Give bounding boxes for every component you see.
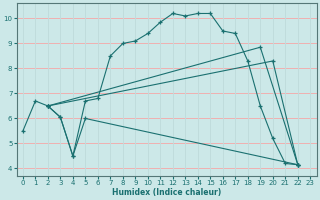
X-axis label: Humidex (Indice chaleur): Humidex (Indice chaleur) xyxy=(112,188,221,197)
